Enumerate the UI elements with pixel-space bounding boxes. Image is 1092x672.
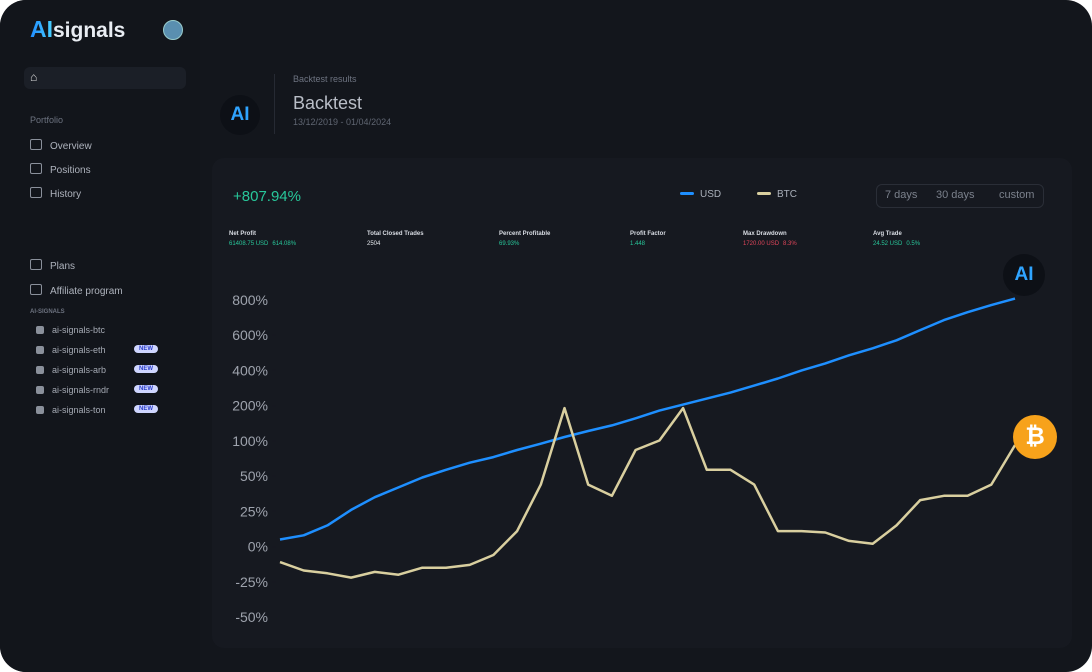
timeframe-button[interactable]: 30 days	[936, 189, 975, 201]
y-tick-label: 600%	[232, 327, 268, 343]
legend-label: USD	[700, 189, 722, 200]
nav-item[interactable]: Positions	[30, 163, 91, 176]
logo-ai: AI	[30, 16, 53, 42]
usd-end-logo: AI	[1003, 254, 1045, 296]
chart-panel	[212, 158, 1072, 648]
y-tick-label: 100%	[232, 433, 268, 449]
timeframe-button[interactable]: 7 days	[885, 189, 918, 201]
timeframe-button[interactable]: custom	[999, 189, 1035, 201]
stat-value: 24.52 USD	[873, 241, 903, 247]
stat: Total Closed Trades 2504	[367, 231, 424, 247]
y-tick-label: -50%	[235, 609, 268, 625]
stat-value: 1.448	[630, 241, 646, 247]
total-return: +807.94%	[233, 188, 301, 205]
channel-name: ai-signals-btc	[52, 325, 106, 335]
channel[interactable]: ai-signals-ton NEW	[36, 405, 158, 415]
y-tick-label: 200%	[232, 398, 268, 414]
legend-label: BTC	[777, 189, 797, 200]
main: AI Backtest results Backtest 13/12/2019 …	[200, 0, 1092, 672]
stat: Max Drawdown 1720.00 USD 8.3%	[743, 231, 797, 247]
stat-value: 1720.00 USD	[743, 241, 780, 247]
channel[interactable]: ai-signals-arb NEW	[36, 365, 158, 375]
channel[interactable]: ai-signals-rndr NEW	[36, 385, 158, 395]
section-label: AI-SIGNALS	[30, 309, 65, 315]
nav-item[interactable]: Overview	[30, 139, 92, 152]
new-badge: NEW	[134, 365, 158, 373]
channel-name: ai-signals-arb	[52, 365, 107, 375]
stat: Percent Profitable 69.93%	[499, 231, 550, 247]
logo-text: signals	[53, 19, 126, 42]
page-title: Backtest	[293, 93, 363, 113]
stat-value: 61408.75 USD	[229, 241, 269, 247]
channel[interactable]: ai-signals-btc	[36, 325, 105, 335]
logo: AIsignals	[30, 16, 125, 43]
stat-label: Total Closed Trades	[367, 231, 424, 237]
stat-value: 2504	[367, 241, 381, 247]
y-tick-label: 25%	[240, 503, 268, 519]
legend-item[interactable]: BTC	[757, 189, 797, 200]
channel-name: ai-signals-eth	[52, 345, 106, 355]
legend-item[interactable]: USD	[680, 189, 721, 200]
channel-name: ai-signals-rndr	[52, 385, 110, 395]
channel-name: ai-signals-ton	[52, 405, 106, 415]
new-badge: NEW	[134, 385, 158, 393]
sidebar: AIsignals ⌂ Portfolio AI-SIGNALS Overvie…	[0, 0, 200, 672]
y-tick-label: 50%	[240, 468, 268, 484]
avatar[interactable]	[163, 20, 183, 40]
stat-value-row: 1.448	[630, 241, 666, 247]
breadcrumb[interactable]: Backtest results	[293, 74, 357, 84]
stat-label: Max Drawdown	[743, 231, 787, 237]
header-logo: AI	[220, 95, 260, 135]
stat: Profit Factor 1.448	[630, 231, 666, 247]
stat: Net Profit 61408.75 USD 614.08%	[229, 231, 296, 247]
stat-pct: 0.5%	[906, 241, 921, 247]
new-badge: NEW	[134, 345, 158, 353]
stat-label: Profit Factor	[630, 231, 666, 237]
stat-value-row: 69.93%	[499, 241, 550, 247]
home-button[interactable]: ⌂	[24, 67, 186, 89]
channel[interactable]: ai-signals-eth NEW	[36, 345, 158, 355]
timeframe-selector: 7 days 30 days custom	[876, 184, 1044, 208]
series-line	[279, 406, 1017, 579]
series-line	[279, 297, 1016, 541]
section-label: Portfolio	[30, 115, 64, 125]
nav-item[interactable]: Affiliate program	[30, 284, 123, 297]
stat-value: 69.93%	[499, 241, 520, 247]
stat-value-row: 24.52 USD 0.5%	[873, 241, 920, 247]
y-tick-label: -25%	[235, 574, 268, 590]
y-tick-label: 800%	[232, 292, 268, 308]
stat-pct: 614.08%	[272, 241, 297, 247]
stat-pct: 8.3%	[783, 241, 797, 247]
stat-label: Avg Trade	[873, 231, 902, 237]
nav-item[interactable]: History	[30, 187, 81, 200]
btc-end-logo: ₿	[1013, 415, 1057, 459]
stat: Avg Trade 24.52 USD 0.5%	[873, 231, 920, 247]
y-tick-label: 400%	[232, 362, 268, 378]
stat-value-row: 2504	[367, 241, 424, 247]
stat-label: Percent Profitable	[499, 231, 551, 237]
nav-item[interactable]: Plans	[30, 259, 75, 272]
stat-label: Net Profit	[229, 231, 256, 237]
y-tick-label: 0%	[248, 539, 268, 555]
date-range: 13/12/2019 - 01/04/2024	[293, 117, 392, 127]
stat-value-row: 61408.75 USD 614.08%	[229, 241, 296, 247]
new-badge: NEW	[134, 405, 158, 413]
stat-value-row: 1720.00 USD 8.3%	[743, 241, 797, 247]
